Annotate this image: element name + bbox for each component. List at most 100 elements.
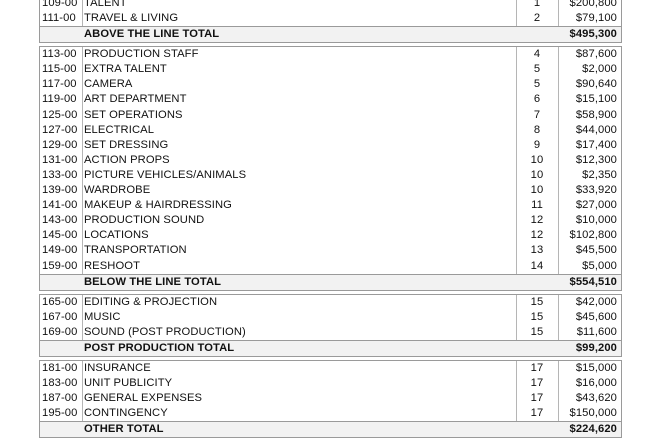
account-name: TALENT (84, 0, 127, 9)
account-code: 149-00 (42, 244, 78, 257)
account-code: 111-00 (42, 12, 76, 25)
account-code: 143-00 (42, 214, 78, 227)
budget-row: 159-00 RESHOOT 14 $5,000 (40, 258, 621, 274)
budget-row: 131-00 ACTION PROPS 10 $12,300 (40, 152, 621, 168)
total-amount: $495,300 (569, 28, 617, 41)
page-number: 10 (530, 153, 544, 166)
amount: $44,000 (575, 123, 617, 136)
page-number: 7 (533, 108, 541, 121)
page-number: 13 (530, 244, 544, 257)
account-name: RESHOOT (84, 259, 141, 272)
budget-row: 139-00 WARDROBE 10 $33,920 (40, 183, 621, 199)
account-code: 183-00 (42, 376, 78, 389)
account-code: 109-00 (42, 0, 78, 9)
amount: $2,350 (582, 168, 617, 181)
account-name: CAMERA (84, 78, 133, 91)
total-amount: $224,620 (569, 423, 617, 436)
page-number: 11 (531, 199, 543, 212)
account-name: SOUND (POST PRODUCTION) (84, 325, 246, 338)
budget-row: 125-00 SET OPERATIONS 7 $58,900 (40, 107, 621, 123)
account-name: ART DEPARTMENT (84, 93, 187, 106)
amount: $45,500 (575, 244, 617, 257)
section-total-row: POST PRODUCTION TOTAL $99,200 (39, 340, 622, 357)
budget-row: 119-00 ART DEPARTMENT 6 $15,100 (40, 92, 621, 108)
budget-row: 165-00 EDITING & PROJECTION 15 $42,000 (40, 294, 621, 310)
section-post-production: 165-00 EDITING & PROJECTION 15 $42,000 1… (39, 293, 622, 341)
budget-row: 149-00 TRANSPORTATION 13 $45,500 (40, 243, 621, 259)
amount: $79,100 (575, 12, 617, 25)
amount: $45,600 (575, 310, 617, 323)
page-number: 14 (530, 259, 544, 272)
account-name: TRANSPORTATION (84, 244, 187, 257)
budget-row: 183-00 UNIT PUBLICITY 17 $16,000 (40, 375, 621, 392)
section-other: 181-00 INSURANCE 17 $15,000 183-00 UNIT … (39, 359, 622, 423)
page-number: 17 (530, 376, 544, 389)
amount: $33,920 (575, 184, 617, 197)
page-number: 6 (533, 93, 541, 106)
page-number: 15 (530, 325, 544, 338)
section-total-row: OTHER TOTAL $224,620 (39, 422, 622, 439)
page-number: 5 (533, 63, 541, 76)
total-amount: $554,510 (569, 275, 617, 288)
account-name: PICTURE VEHICLES/ANIMALS (84, 168, 247, 181)
budget-row: 111-00 TRAVEL & LIVING 2 $79,100 (40, 11, 621, 27)
section-total-row: BELOW THE LINE TOTAL $554,510 (39, 274, 622, 291)
amount: $11,600 (576, 325, 617, 338)
page-number: 17 (530, 361, 544, 374)
account-name: PRODUCTION SOUND (84, 214, 205, 227)
budget-row: 181-00 INSURANCE 17 $15,000 (40, 360, 621, 376)
page-number: 5 (533, 78, 541, 91)
account-code: 113-00 (42, 48, 77, 61)
amount: $17,400 (575, 138, 617, 151)
account-name: ELECTRICAL (84, 123, 155, 136)
budget-row: 145-00 LOCATIONS 12 $102,800 (40, 228, 621, 244)
account-name: UNIT PUBLICITY (84, 376, 173, 389)
budget-row: 167-00 MUSIC 15 $45,600 (40, 309, 621, 325)
budget-row: 129-00 SET DRESSING 9 $17,400 (40, 137, 621, 153)
budget-row: 143-00 PRODUCTION SOUND 12 $10,000 (40, 213, 621, 229)
account-code: 133-00 (42, 168, 78, 181)
account-code: 165-00 (42, 295, 78, 308)
account-code: 187-00 (42, 392, 78, 405)
budget-row: 195-00 CONTINGENCY 17 $150,000 (40, 406, 621, 422)
page-number: 1 (533, 0, 541, 9)
account-name: EXTRA TALENT (84, 63, 167, 76)
account-code: 159-00 (42, 259, 78, 272)
account-code: 139-00 (42, 184, 78, 197)
page-number: 10 (530, 168, 544, 181)
account-name: CONTINGENCY (84, 407, 168, 420)
account-code: 169-00 (42, 325, 78, 338)
amount: $15,000 (575, 361, 617, 374)
account-code: 141-00 (42, 199, 78, 212)
account-name: EDITING & PROJECTION (84, 295, 218, 308)
total-label: ABOVE THE LINE TOTAL (84, 28, 220, 41)
amount: $5,000 (582, 259, 617, 272)
amount: $150,000 (569, 407, 617, 420)
section-above-the-line: 109-00 TALENT 1 $200,800 111-00 TRAVEL &… (39, 0, 622, 28)
page-number: 15 (530, 310, 544, 323)
section-total-row: ABOVE THE LINE TOTAL $495,300 (39, 27, 622, 44)
total-amount: $99,200 (575, 341, 617, 354)
budget-row: 109-00 TALENT 1 $200,800 (40, 0, 621, 12)
account-name: MAKEUP & HAIRDRESSING (84, 199, 232, 212)
budget-row: 117-00 CAMERA 5 $90,640 (40, 77, 621, 93)
amount: $87,600 (575, 48, 617, 61)
account-code: 181-00 (42, 361, 78, 374)
amount: $2,000 (582, 63, 617, 76)
amount: $16,000 (575, 376, 617, 389)
account-code: 117-00 (42, 78, 77, 91)
page-number: 4 (533, 48, 541, 61)
budget-row: 141-00 MAKEUP & HAIRDRESSING 11 $27,000 (40, 198, 621, 214)
account-name: LOCATIONS (84, 229, 149, 242)
budget-row: 115-00 EXTRA TALENT 5 $2,000 (40, 62, 621, 78)
account-name: INSURANCE (84, 361, 151, 374)
total-label: BELOW THE LINE TOTAL (84, 275, 222, 288)
account-code: 127-00 (42, 123, 78, 136)
page-number: 10 (530, 184, 544, 197)
account-name: ACTION PROPS (84, 153, 170, 166)
section-below-the-line: 113-00 PRODUCTION STAFF 4 $87,600 115-00… (39, 46, 622, 275)
page-number: 15 (530, 295, 544, 308)
account-code: 131-00 (42, 153, 78, 166)
account-code: 167-00 (42, 310, 78, 323)
account-name: GENERAL EXPENSES (84, 392, 203, 405)
